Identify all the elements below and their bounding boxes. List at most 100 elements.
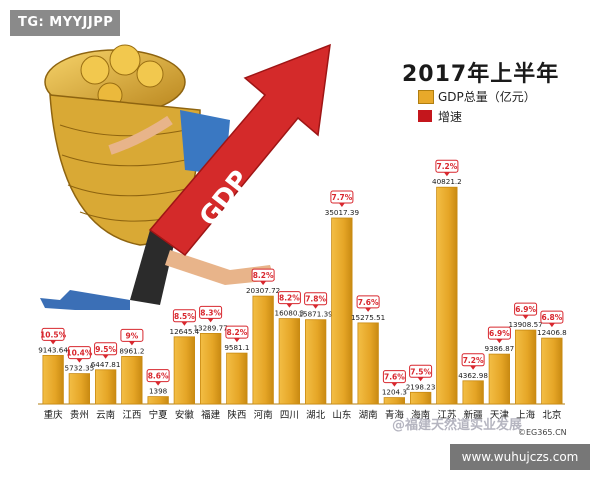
category-label-1: 贵州	[70, 409, 89, 421]
category-label-15: 江苏	[437, 409, 457, 421]
growth-badge-pointer-10	[312, 304, 319, 309]
credit-text: ©EG365.CN	[518, 428, 567, 437]
gdp-value-label-14: 2198.23	[406, 382, 436, 391]
growth-badge-pointer-0	[50, 340, 57, 345]
growth-badge-pointer-8	[260, 281, 267, 286]
category-label-9: 四川	[280, 410, 299, 421]
bar-17	[488, 353, 511, 405]
gdp-value-label-15: 40821.2	[432, 177, 462, 186]
legend-swatch-growth	[418, 110, 432, 122]
bar-18	[515, 329, 537, 405]
growth-label-9: 8.2%	[279, 294, 300, 303]
gdp-value-label-19: 12406.8	[537, 328, 567, 337]
growth-label-4: 8.6%	[148, 372, 169, 381]
category-label-3: 江西	[122, 410, 141, 421]
growth-badge-pointer-4	[155, 381, 162, 386]
legend-swatch-gdp	[418, 90, 434, 104]
bar-13	[383, 397, 406, 405]
category-label-6: 福建	[201, 409, 221, 421]
growth-label-17: 6.9%	[489, 329, 510, 338]
category-label-12: 湖南	[359, 409, 378, 421]
gdp-value-label-17: 9386.87	[485, 344, 515, 353]
bar-10	[304, 319, 327, 405]
gdp-value-label-1: 5732.35	[65, 364, 95, 373]
growth-badge-pointer-5	[181, 321, 188, 326]
gdp-value-label-3: 8961.2	[119, 346, 144, 355]
gdp-value-label-16: 4362.98	[458, 371, 488, 380]
category-label-13: 青海	[385, 409, 405, 421]
watermark-text: @福建天然道实业发展	[392, 418, 523, 433]
growth-badge-pointer-14	[417, 377, 424, 382]
bar-16	[462, 380, 484, 405]
chart-title: 2017年上半年	[402, 62, 560, 87]
growth-label-19: 6.8%	[541, 313, 562, 322]
growth-label-1: 10.4%	[66, 349, 93, 358]
gdp-value-label-2: 6447.81	[91, 360, 121, 369]
gdp-value-label-4: 1398	[149, 387, 168, 396]
gdp-value-label-7: 9581.1	[224, 343, 249, 352]
category-label-2: 云南	[96, 409, 115, 421]
category-label-10: 湖北	[306, 410, 326, 421]
gdp-value-label-0: 9143.64	[38, 345, 68, 354]
growth-badge-pointer-12	[365, 307, 372, 312]
legend-label-gdp: GDP总量（亿元）	[438, 90, 536, 104]
growth-badge-pointer-16	[470, 365, 477, 370]
growth-badge-pointer-9	[286, 303, 293, 308]
category-label-16: 新疆	[464, 409, 484, 421]
growth-badge-pointer-1	[76, 358, 83, 363]
bar-9	[278, 318, 301, 405]
bar-11	[331, 217, 353, 405]
category-label-8: 河南	[254, 409, 273, 421]
growth-badge-pointer-7	[233, 338, 240, 343]
bar-7	[226, 352, 248, 405]
growth-badge-pointer-19	[548, 323, 555, 328]
growth-label-14: 7.5%	[410, 367, 431, 376]
bar-6	[199, 332, 222, 405]
growth-badge-pointer-11	[338, 203, 345, 207]
category-label-11: 山东	[332, 409, 351, 421]
bar-2	[95, 369, 117, 405]
gdp-value-label-6: 13289.77	[193, 323, 227, 332]
category-label-14: 海南	[411, 409, 430, 421]
gdp-value-label-13: 1204.3	[382, 388, 407, 397]
growth-badge-pointer-13	[391, 382, 398, 387]
bar-8	[252, 295, 274, 405]
growth-badge-pointer-17	[496, 339, 503, 344]
growth-badge-pointer-3	[128, 341, 135, 346]
growth-label-16: 7.2%	[463, 356, 484, 365]
growth-badge-pointer-6	[207, 318, 214, 323]
growth-label-0: 10.5%	[40, 330, 67, 339]
bar-19	[541, 337, 563, 405]
category-label-7: 陕西	[227, 409, 246, 421]
bar-4	[147, 396, 169, 405]
gdp-value-label-8: 20307.72	[246, 286, 280, 295]
bar-5	[173, 336, 196, 405]
bar-12	[357, 322, 379, 405]
growth-label-12: 7.6%	[358, 298, 379, 307]
growth-badge-pointer-18	[522, 315, 529, 320]
bar-14	[409, 391, 432, 405]
growth-badge-pointer-2	[102, 354, 109, 359]
gdp-value-label-12: 15275.51	[351, 313, 385, 322]
growth-label-5: 8.5%	[174, 312, 195, 321]
bar-3	[121, 355, 143, 405]
growth-label-11: 7.7%	[331, 193, 352, 202]
gdp-value-label-18: 13908.57	[508, 320, 542, 329]
gdp-value-label-10: 15871.39	[298, 310, 333, 319]
growth-label-7: 8.2%	[226, 328, 247, 337]
growth-label-18: 6.9%	[515, 305, 536, 314]
category-label-4: 宁夏	[149, 409, 169, 421]
bar-15	[436, 186, 458, 405]
growth-label-10: 7.8%	[305, 295, 326, 304]
category-label-17: 天津	[490, 410, 510, 421]
growth-label-3: 9%	[126, 331, 139, 340]
growth-label-8: 8.2%	[253, 271, 274, 280]
growth-label-15: 7.2%	[436, 162, 457, 171]
category-label-19: 北京	[542, 409, 561, 421]
bar-0	[42, 354, 64, 405]
bar-1	[68, 373, 90, 405]
category-label-5: 安徽	[175, 409, 195, 421]
site-badge: www.wuhujczs.com	[450, 444, 590, 470]
